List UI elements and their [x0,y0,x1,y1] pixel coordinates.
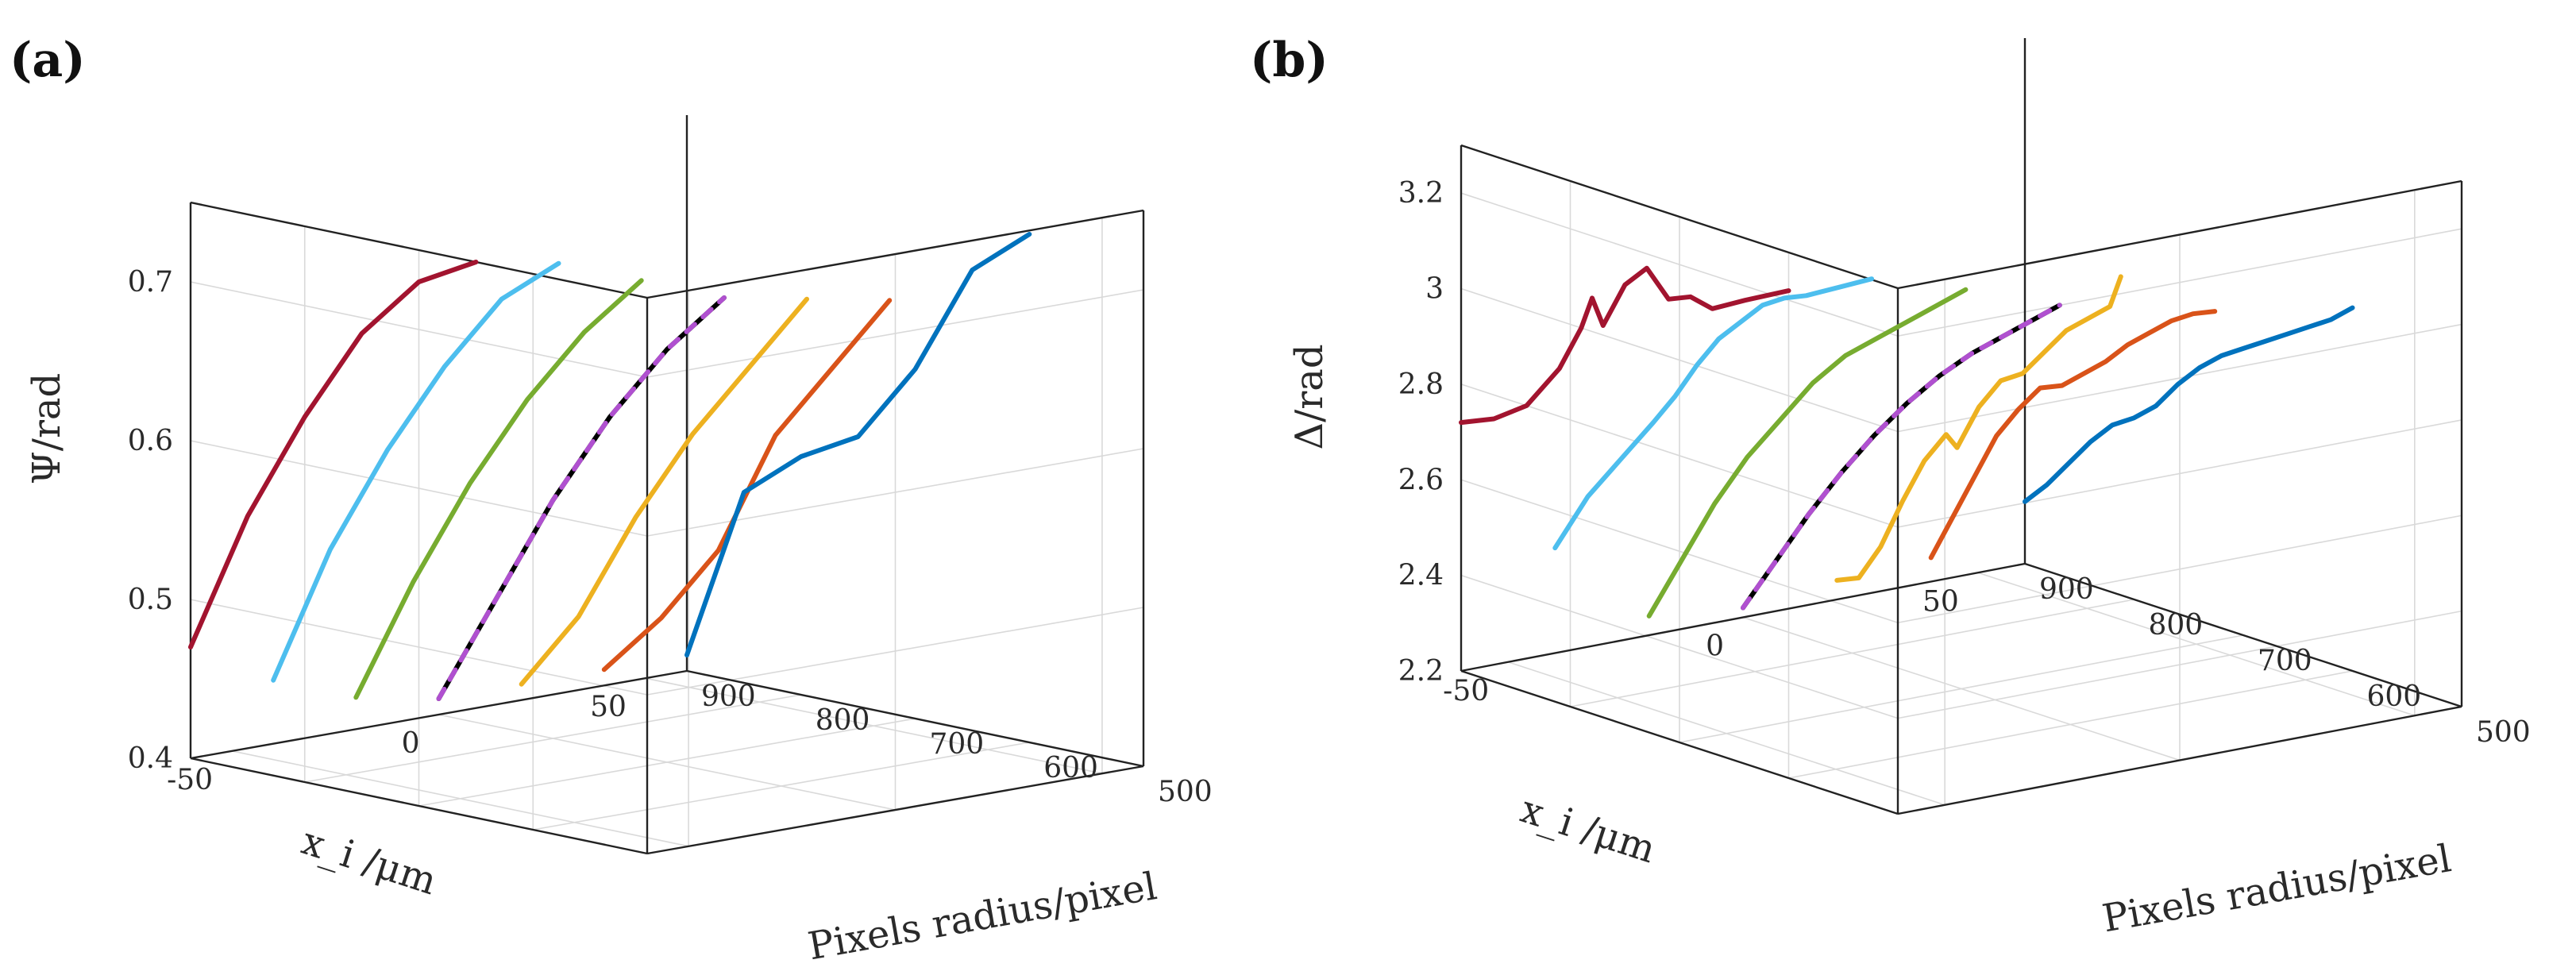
panel-label-b: (b) [1250,33,1328,88]
y-tick-label: 700 [930,728,985,761]
y-tick-label: 900 [701,680,756,713]
y-axis-title: Pixels radius/pixel [804,864,1160,969]
series-line-4 [1741,303,2062,611]
y-tick-label: 700 [2258,645,2312,677]
series-group [1459,265,2355,619]
series-line-dash-4 [1741,303,2062,611]
y-tick-label: 800 [2149,609,2204,642]
y-axis-title: Pixels radius/pixel [2099,836,2455,941]
axis-edge [1460,669,1899,815]
tick-labels: 2.2 2.4 2.6 2.8 3 3.2 -50 0 50 500 600 700 800 900 [1398,177,2531,749]
series-line-1 [1459,265,1791,426]
series-line-5 [1834,274,2123,583]
series-line-6 [1928,309,2218,561]
series-line-7 [684,232,1032,657]
y-tick-label: 500 [1158,776,1213,808]
y-tick-label: 500 [2476,716,2531,749]
series-line-3 [1646,287,1969,619]
x-tick-label: -50 [1443,675,1489,707]
grid [1460,145,2462,815]
axis-edge [1460,562,2026,673]
axis-edge [646,209,1144,299]
series-line-3 [353,278,644,700]
series-line-dash-4 [436,295,727,701]
y-tick-label: 600 [1043,752,1098,784]
axis-edge [190,669,688,760]
series-line-2 [271,260,561,683]
z-tick-label: 2.8 [1398,368,1444,401]
x-tick-label: -50 [167,764,213,796]
axis-edge [2024,562,2462,708]
z-tick-label: 3 [1425,273,1444,306]
z-axis-title: Ψ/rad [25,373,69,485]
y-tick-label: 800 [816,704,870,737]
tick-labels: 0.4 0.5 0.6 0.7 -50 0 50 500 600 700 800 900 [128,266,1213,808]
x-tick-label: 50 [1922,585,1959,618]
series-line-5 [519,296,809,687]
axis-edge [1460,144,1899,290]
grid-line [1507,661,1945,806]
z-tick-label: 3.2 [1398,177,1444,210]
axis-edge [190,201,648,299]
panel-b: (b) 2.2 2.4 2.6 2.8 3 3.2 -50 0 50 500 600 700 800 90… [1250,33,2531,941]
grid-line [645,677,1103,774]
grid-line [231,750,689,847]
axis-edge [1897,179,2462,290]
z-tick-label: 2.4 [1398,560,1444,592]
axis-edge [1897,705,2462,815]
series-group [188,232,1032,701]
x-tick-label: 50 [590,691,627,723]
axes-frame [1460,38,2463,815]
x-axis-title: x_i /μm [1515,787,1660,872]
series-line-4 [436,295,727,701]
grid-line [438,714,896,811]
z-axis-title: Δ/rad [1287,344,1332,449]
z-tick-label: 0.7 [128,266,173,299]
y-tick-label: 900 [2039,573,2094,606]
x-tick-label: 0 [1706,630,1724,663]
axis-edge [686,669,1144,768]
axes-frame [189,115,1145,855]
panel-a: (a) 0.4 0.5 0.6 0.7 -50 0 50 500 600 700 800 900 Ψ/r… [10,33,1213,969]
z-tick-label: 0.5 [128,584,173,616]
axis-edge [646,765,1144,855]
z-tick-label: 0.4 [128,742,173,775]
x-axis-title: x_i /μm [296,819,442,904]
z-tick-label: 2.2 [1398,655,1444,688]
z-tick-label: 2.6 [1398,464,1444,496]
grid [190,202,1144,854]
series-line-2 [1552,276,1875,551]
z-tick-label: 0.6 [128,425,173,457]
panel-label-a: (a) [10,33,86,88]
y-tick-label: 600 [2367,680,2422,713]
series-line-1 [188,260,479,649]
axis-edge [190,757,648,855]
grid-line [1742,616,2181,761]
x-tick-label: 0 [402,727,420,760]
series-line-7 [2023,305,2355,504]
grid-line [1977,572,2416,717]
